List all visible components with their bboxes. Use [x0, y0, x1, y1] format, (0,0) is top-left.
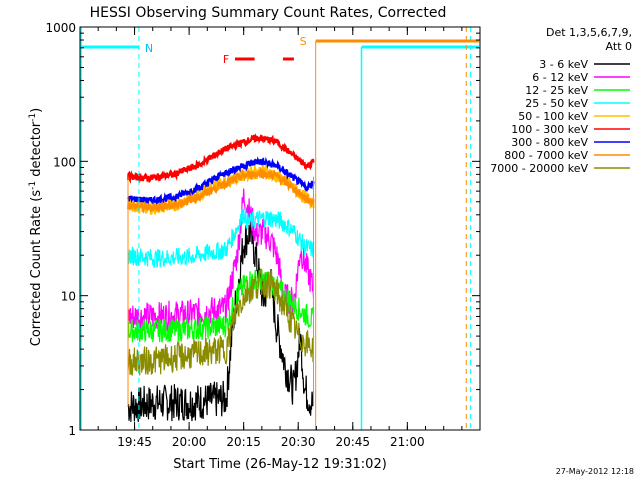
plot-area [126, 133, 315, 422]
x-tick-label: 20:45 [335, 435, 370, 449]
annotations: N F S [80, 27, 479, 430]
x-tick-label: 21:00 [390, 435, 425, 449]
legend-label: 12 - 25 keV [525, 84, 588, 97]
series-line [127, 268, 315, 376]
legend-label: 300 - 800 keV [511, 136, 588, 149]
legend-label: 6 - 12 keV [532, 71, 588, 84]
flare-marker-f: F [223, 53, 229, 66]
legend-header-2: Att 0 [606, 40, 632, 53]
legend-label: 3 - 6 keV [539, 58, 588, 71]
series-line [127, 207, 315, 268]
y-axis-label: Corrected Count Rate (s-1 detector-1) [28, 108, 44, 346]
legend-label: 800 - 7000 keV [504, 149, 588, 162]
y-tick-label: 1000 [45, 21, 76, 35]
axes: 1 10 100 1000 19:45 20:00 20:15 20:30 20:45 21:00 [45, 21, 481, 449]
series-line [126, 166, 315, 215]
legend-header-1: Det 1,3,5,6,7,9, [546, 26, 632, 39]
series-line [126, 156, 315, 207]
x-tick-label: 19:45 [117, 435, 152, 449]
footer-date: 27-May-2012 12:18 [556, 467, 634, 476]
saa-marker-s: S [300, 35, 307, 48]
legend-label: 25 - 50 keV [525, 97, 588, 110]
series-line [126, 133, 315, 185]
chart-title: HESSI Observing Summary Count Rates, Cor… [90, 5, 447, 21]
legend-label: 50 - 100 keV [518, 110, 588, 123]
series-line [127, 269, 315, 343]
y-tick-label: 100 [53, 155, 76, 169]
legend-label: 7000 - 20000 keV [490, 162, 588, 175]
series-line [127, 219, 315, 422]
x-tick-label: 20:15 [226, 435, 261, 449]
x-tick-label: 20:00 [172, 435, 207, 449]
y-tick-label: 1 [68, 424, 76, 438]
y-tick-label: 10 [61, 290, 76, 304]
x-tick-label: 20:30 [281, 435, 316, 449]
night-marker-n: N [145, 42, 153, 55]
x-axis-label: Start Time (26-May-12 19:31:02) [173, 457, 387, 472]
legend-label: 100 - 300 keV [511, 123, 588, 136]
